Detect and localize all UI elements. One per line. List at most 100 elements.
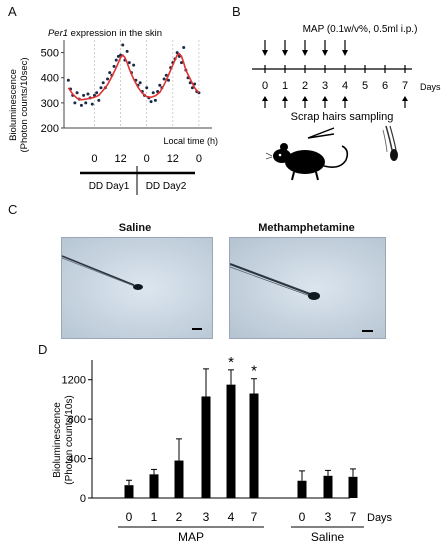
hair-follicle-icon [382, 125, 398, 161]
sampling-arrowhead [342, 96, 348, 101]
injection-arrowhead [262, 50, 268, 56]
day-label: 3 [322, 80, 328, 92]
panel-a-title: Per1 expression in the skin [48, 28, 162, 39]
day-label: 6 [382, 80, 388, 92]
sampling-arrowhead [402, 96, 408, 101]
dd-day1-label: DD Day1 [89, 181, 130, 192]
hair-root [308, 292, 320, 300]
hair-root [133, 284, 143, 290]
category-label: 7 [251, 510, 258, 524]
map-dose-header: MAP (0.1w/v%, 0.5ml i.p.) [303, 24, 418, 35]
panel-label-d: D [38, 342, 48, 357]
panel-label-c: C [8, 202, 18, 217]
bar [323, 475, 333, 498]
panel-d-ytick-label: 1200 [62, 375, 86, 387]
panel-d-groups: MAP Saline [118, 526, 364, 544]
data-point [82, 93, 86, 97]
hair-shaft [230, 262, 311, 296]
data-point [99, 86, 103, 90]
mouse-icon [265, 143, 349, 181]
data-point [156, 90, 160, 94]
panel-d-days-label: Days [367, 512, 393, 524]
bar [149, 474, 159, 498]
data-point [95, 91, 99, 95]
bar [201, 396, 211, 498]
panel-a-xtick-label: 0 [196, 153, 202, 165]
hair-shaft-edge [230, 266, 311, 297]
day-label: 5 [362, 80, 368, 92]
day-label: 7 [402, 80, 408, 92]
photo-title-saline: Saline [118, 222, 152, 234]
injection-arrowhead [302, 50, 308, 56]
hair-shaft-edge [62, 257, 135, 287]
data-point [151, 91, 155, 95]
sampling-arrowhead [262, 96, 268, 101]
data-point [108, 71, 112, 75]
fit-curve [67, 52, 200, 101]
panel-a-axes [63, 40, 212, 129]
group-label: MAP [178, 530, 204, 544]
photo-methamphetamine [229, 237, 386, 339]
tweezers-icon [307, 127, 335, 139]
data-point [175, 51, 179, 55]
hair-shaft [62, 255, 135, 286]
data-point [121, 43, 125, 47]
panel-a-ylabel-line1: Bioluminescence [8, 69, 19, 141]
day-label: 4 [342, 80, 348, 92]
bar [348, 476, 358, 498]
panel-a-ytick-label: 300 [41, 98, 59, 110]
data-point [86, 92, 90, 96]
data-point [101, 81, 105, 85]
data-point [84, 101, 88, 105]
panel-d-ytick-label: 400 [68, 454, 86, 466]
day-label: 1 [282, 80, 288, 92]
timeline-days-unit: Days [420, 82, 441, 92]
panel-a-xtick-label: 12 [167, 153, 179, 165]
data-point [125, 49, 129, 53]
data-point [106, 77, 110, 81]
injection-arrowhead [322, 50, 328, 56]
panel-a-series [66, 43, 201, 107]
sampling-arrowhead [322, 96, 328, 101]
panel-a-ytick-label: 400 [41, 73, 59, 85]
data-point [66, 78, 70, 82]
day-label: 0 [262, 80, 268, 92]
panel-a-grid [94, 40, 200, 128]
data-point [73, 101, 77, 105]
data-point [180, 61, 184, 65]
injection-arrowhead [282, 50, 288, 56]
data-point [190, 86, 194, 90]
panel-a-xtick-label: 0 [91, 153, 97, 165]
panel-d-yticks: 0 400 800 1200 [62, 375, 92, 505]
bar [226, 384, 236, 498]
panel-d-bars: ** [124, 354, 358, 498]
panel-a-xtick-label: 0 [144, 153, 150, 165]
day-label: 2 [302, 80, 308, 92]
data-point [97, 98, 101, 102]
data-point [112, 64, 116, 68]
dd-day2-label: DD Day2 [146, 181, 187, 192]
data-point [164, 73, 168, 77]
panel-d-ytick-label: 800 [68, 414, 86, 426]
data-point [75, 91, 79, 95]
data-point [162, 77, 166, 81]
significance-marker: * [228, 354, 234, 371]
category-label: 4 [228, 510, 235, 524]
bar [174, 460, 184, 498]
data-point [116, 54, 120, 58]
panel-a-ytick-label: 200 [41, 123, 59, 135]
panel-a-xticks: 0 12 0 12 0 [91, 153, 202, 165]
data-point [182, 46, 186, 50]
panel-d-chart: Bioluminescence (Photon counts/10s) 0400… [52, 354, 393, 544]
panel-label-b: B [232, 4, 241, 19]
bar [297, 480, 307, 498]
panel-a-xlabel: Local time (h) [163, 136, 218, 146]
bar [124, 485, 134, 498]
photo-saline [61, 237, 213, 339]
group-label: Saline [311, 530, 345, 544]
panel-a-chart: Per1 expression in the skin Bioluminesce… [8, 28, 218, 195]
data-point [90, 102, 94, 106]
sampling-arrowhead [282, 96, 288, 101]
data-point [149, 100, 153, 104]
